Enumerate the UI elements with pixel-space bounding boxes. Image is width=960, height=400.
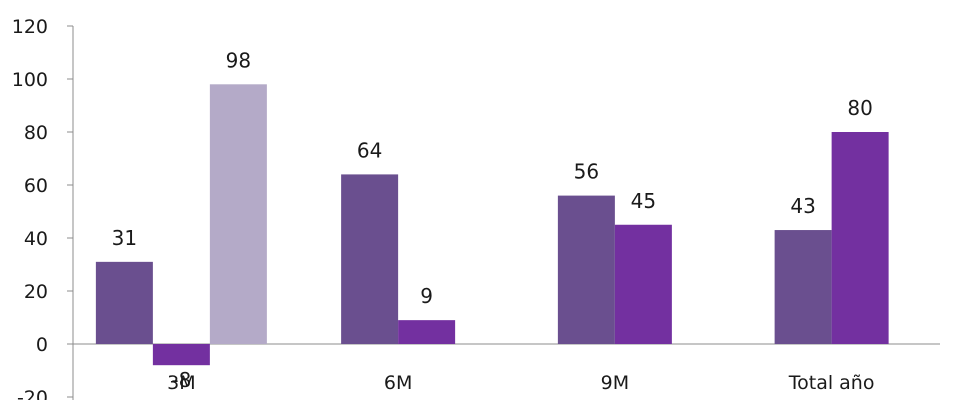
y-tick-label: 60 (24, 175, 48, 197)
data-label: 43 (790, 194, 815, 218)
bar (398, 320, 456, 344)
data-label: 31 (112, 226, 137, 250)
category-label: Total año (788, 372, 875, 394)
bar (209, 84, 267, 345)
y-tick-label: -20 (17, 387, 48, 400)
data-label: 45 (631, 189, 656, 213)
y-tick-label: 80 (24, 122, 48, 144)
data-label: 64 (357, 138, 382, 162)
category-label: 6M (384, 372, 412, 394)
bars (95, 84, 889, 366)
bar (557, 195, 615, 344)
y-tick-label: 120 (12, 16, 48, 38)
data-label: -8 (171, 368, 191, 392)
data-label: 80 (847, 96, 872, 120)
category-labels: 3M 6M 9M Total año (167, 372, 874, 394)
y-tick-labels: -20 0 20 40 60 80 100 120 (12, 16, 48, 400)
bar (774, 230, 832, 344)
category-label: 3M (167, 372, 195, 394)
data-label: 56 (574, 160, 599, 184)
y-tick-label: 0 (36, 334, 48, 356)
bar (614, 224, 672, 344)
y-tick-label: 20 (24, 281, 48, 303)
bar (95, 261, 153, 344)
category-label: 9M (601, 372, 629, 394)
bar (831, 132, 889, 344)
bar (341, 174, 399, 344)
data-label: 9 (420, 284, 433, 308)
bar (152, 344, 210, 366)
y-tick-label: 40 (24, 228, 48, 250)
data-labels: 31 -8 98 64 9 56 45 43 80 (112, 48, 873, 392)
data-label: 98 (226, 48, 251, 72)
y-tick-label: 100 (12, 69, 48, 91)
